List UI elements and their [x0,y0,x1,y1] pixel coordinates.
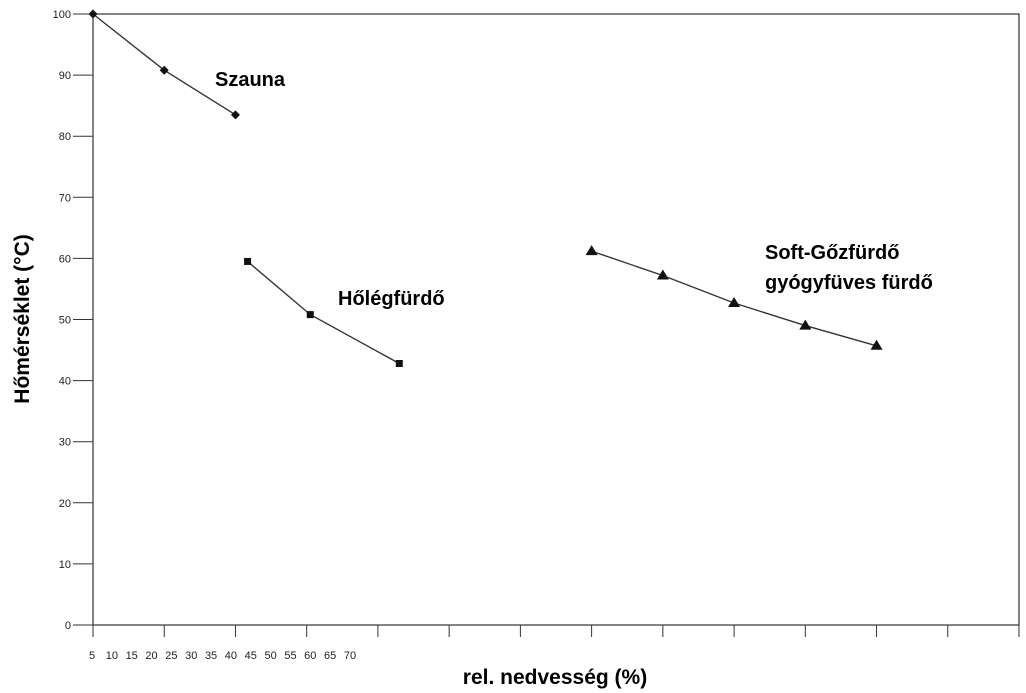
data-point-triangle [656,269,669,280]
series-label-softgozfurdo-line1: Soft-Gőzfürdő [765,242,899,264]
x-tick-label: 40 [225,650,237,662]
series-label-szauna: Szauna [215,69,286,91]
x-tick-label: 15 [126,650,138,662]
series-label-softgozfurdo-line2: gyógyfüves fürdő [765,272,933,294]
series-label-holegfurdo: Hőlégfürdő [338,288,445,310]
series-line-1 [247,260,400,365]
series-layer [88,9,883,367]
y-tick-label: 20 [59,498,71,510]
x-tick-label: 60 [304,650,316,662]
y-tick-label: 80 [59,131,71,143]
x-tick-label: 30 [185,650,197,662]
data-point-square [306,311,314,319]
x-axis-ticks [92,625,1020,637]
y-tick-label: 0 [65,620,71,632]
y-tick-label: 10 [59,559,71,571]
data-point-square [395,359,403,367]
data-point-triangle [728,297,741,308]
x-axis-title: rel. nedvesség (%) [463,666,647,689]
data-point-diamond [159,65,169,75]
y-tick-label: 30 [59,437,71,449]
x-tick-label: 5 [89,650,95,662]
x-tick-label: 70 [344,650,356,662]
y-tick-label: 70 [59,192,71,204]
y-tick-label: 40 [59,376,71,388]
x-tick-label: 20 [145,650,157,662]
x-tick-label: 50 [264,650,276,662]
x-tick-label: 25 [165,650,177,662]
y-tick-label: 50 [59,315,71,327]
y-tick-label: 60 [59,253,71,265]
data-point-diamond [88,9,98,19]
series-line-0 [92,13,236,116]
plot-frame [92,13,1020,626]
y-tick-label: 100 [53,9,71,21]
x-axis-tick-labels: 5 10 15 20 25 30 35 40 45 50 55 60 65 70 [89,650,356,662]
y-axis-ticks: 0 10 20 30 40 50 60 70 80 90 100 [53,9,93,632]
y-tick-label: 90 [59,70,71,82]
x-tick-label: 10 [106,650,118,662]
data-point-triangle [870,339,883,350]
data-point-triangle [585,245,598,256]
y-axis-title: Hőmérséklet (°C) [11,234,34,403]
x-tick-label: 45 [245,650,257,662]
data-point-diamond [230,110,240,120]
x-tick-label: 55 [284,650,296,662]
data-point-triangle [799,319,812,330]
x-tick-label: 65 [324,650,336,662]
data-point-square [244,257,252,265]
x-tick-label: 35 [205,650,217,662]
